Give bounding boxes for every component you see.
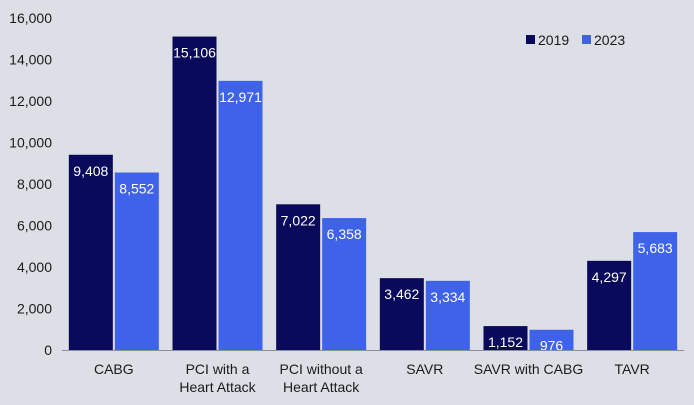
data-label: 8,552: [119, 181, 154, 197]
legend-swatch-2019: [526, 35, 535, 44]
y-axis: 0 2,000 4,000 6,000 8,000 10,000 12,000 14,000 1…: [9, 10, 52, 358]
y-tick-label: 12,000: [9, 93, 52, 109]
y-tick-label: 0: [44, 342, 52, 358]
legend-label: 2023: [594, 32, 625, 48]
data-label: 1,152: [488, 334, 523, 350]
bar-2019: [483, 326, 528, 350]
y-tick-label: 2,000: [17, 301, 52, 317]
bar-2023: [218, 80, 263, 351]
y-tick-label: 6,000: [17, 218, 52, 234]
y-tick-label: 16,000: [9, 10, 52, 26]
category-label: SAVR with CABG: [474, 361, 583, 377]
bar-2019: [379, 278, 424, 350]
bar-2023: [529, 329, 574, 350]
category-label: TAVR: [615, 361, 650, 377]
data-label: 7,022: [281, 212, 316, 228]
legend: 2019 2023: [526, 32, 625, 48]
category-label: PCI with a Heart Attack: [179, 361, 256, 395]
data-label: 3,462: [384, 286, 419, 302]
data-label: 6,358: [327, 226, 362, 242]
data-label: 12,971: [219, 89, 262, 105]
bar-2019: [68, 154, 113, 350]
category-label: SAVR: [406, 361, 443, 377]
y-tick-label: 4,000: [17, 259, 52, 275]
category-label: CABG: [94, 361, 134, 377]
bar-2023: [425, 280, 470, 350]
bar-2019: [172, 36, 217, 350]
bars: 9,408 8,552 15,106 12,971 7,022 6,358 3,462 3,3…: [68, 36, 678, 354]
bar-2023: [322, 218, 367, 350]
legend-label: 2019: [538, 32, 569, 48]
data-label: 4,297: [592, 269, 627, 285]
category-label: PCI without a Heart Attack: [280, 361, 363, 395]
data-label: 15,106: [173, 45, 216, 61]
data-label: 976: [540, 338, 564, 354]
legend-swatch-2023: [582, 35, 591, 44]
y-tick-label: 8,000: [17, 176, 52, 192]
y-tick-label: 10,000: [9, 135, 52, 151]
bar-2019: [587, 260, 632, 350]
bar-2019: [276, 204, 321, 350]
bar-2023: [114, 172, 159, 350]
data-label: 3,334: [430, 289, 465, 305]
data-label: 5,683: [638, 240, 673, 256]
bar-2023: [633, 232, 678, 350]
y-tick-label: 14,000: [9, 52, 52, 68]
data-label: 9,408: [73, 163, 108, 179]
